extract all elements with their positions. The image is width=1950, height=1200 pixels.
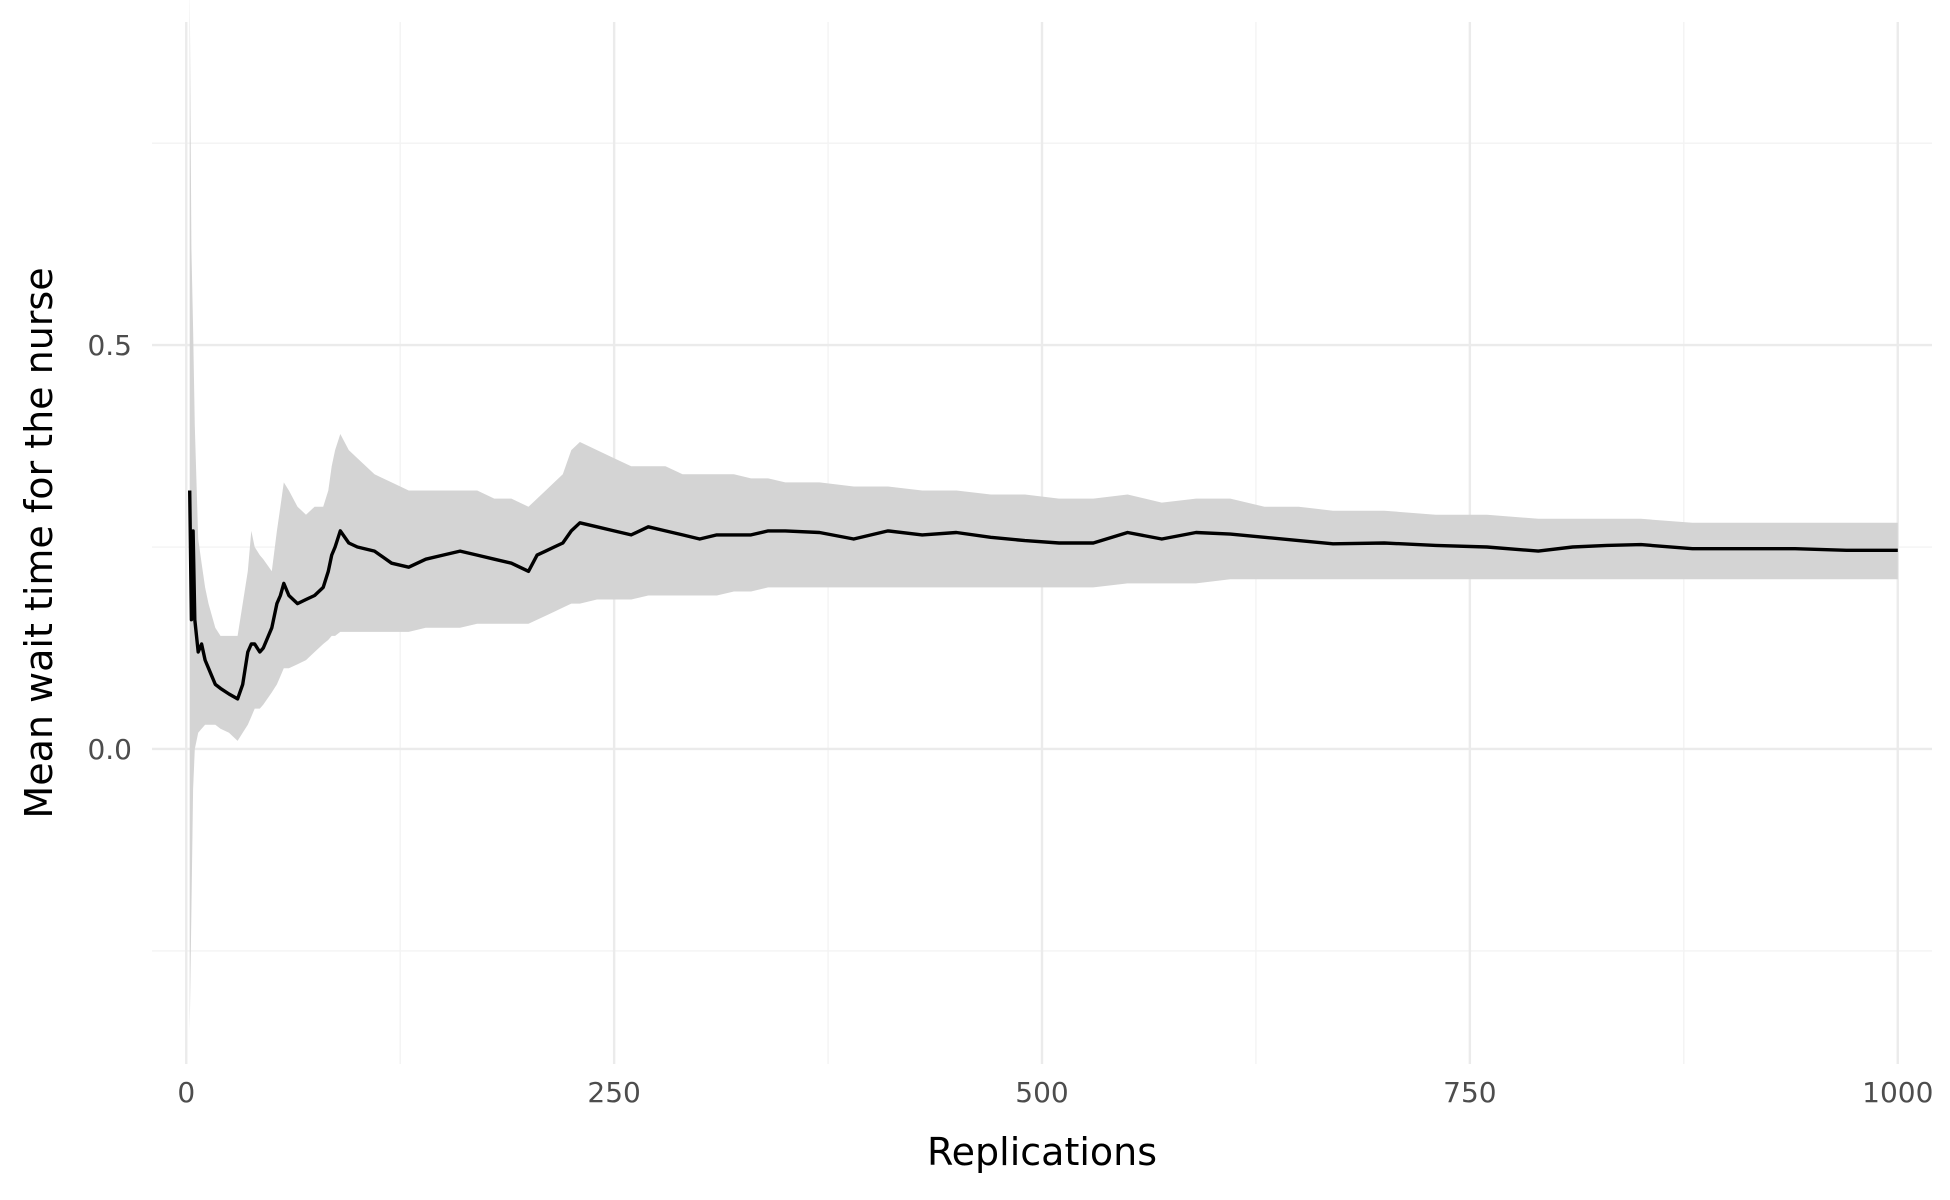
x-tick-label: 500 bbox=[1015, 1076, 1068, 1109]
x-tick-labels: 0 250 500 750 1000 bbox=[177, 1076, 1933, 1109]
x-tick-label: 750 bbox=[1443, 1076, 1496, 1109]
x-tick-label: 1000 bbox=[1862, 1076, 1933, 1109]
x-tick-label: 0 bbox=[177, 1076, 195, 1109]
mean-wait-line bbox=[188, 490, 1898, 701]
y-tick-labels: 0.0 0.5 bbox=[87, 329, 132, 766]
confidence-ribbon bbox=[189, 0, 1898, 1032]
y-tick-label: 0.5 bbox=[87, 329, 132, 362]
x-tick-label: 250 bbox=[587, 1076, 640, 1109]
y-tick-label: 0.0 bbox=[87, 733, 132, 766]
x-axis-title: Replications bbox=[927, 1130, 1157, 1174]
y-axis-title: Mean wait time for the nurse bbox=[17, 267, 61, 818]
